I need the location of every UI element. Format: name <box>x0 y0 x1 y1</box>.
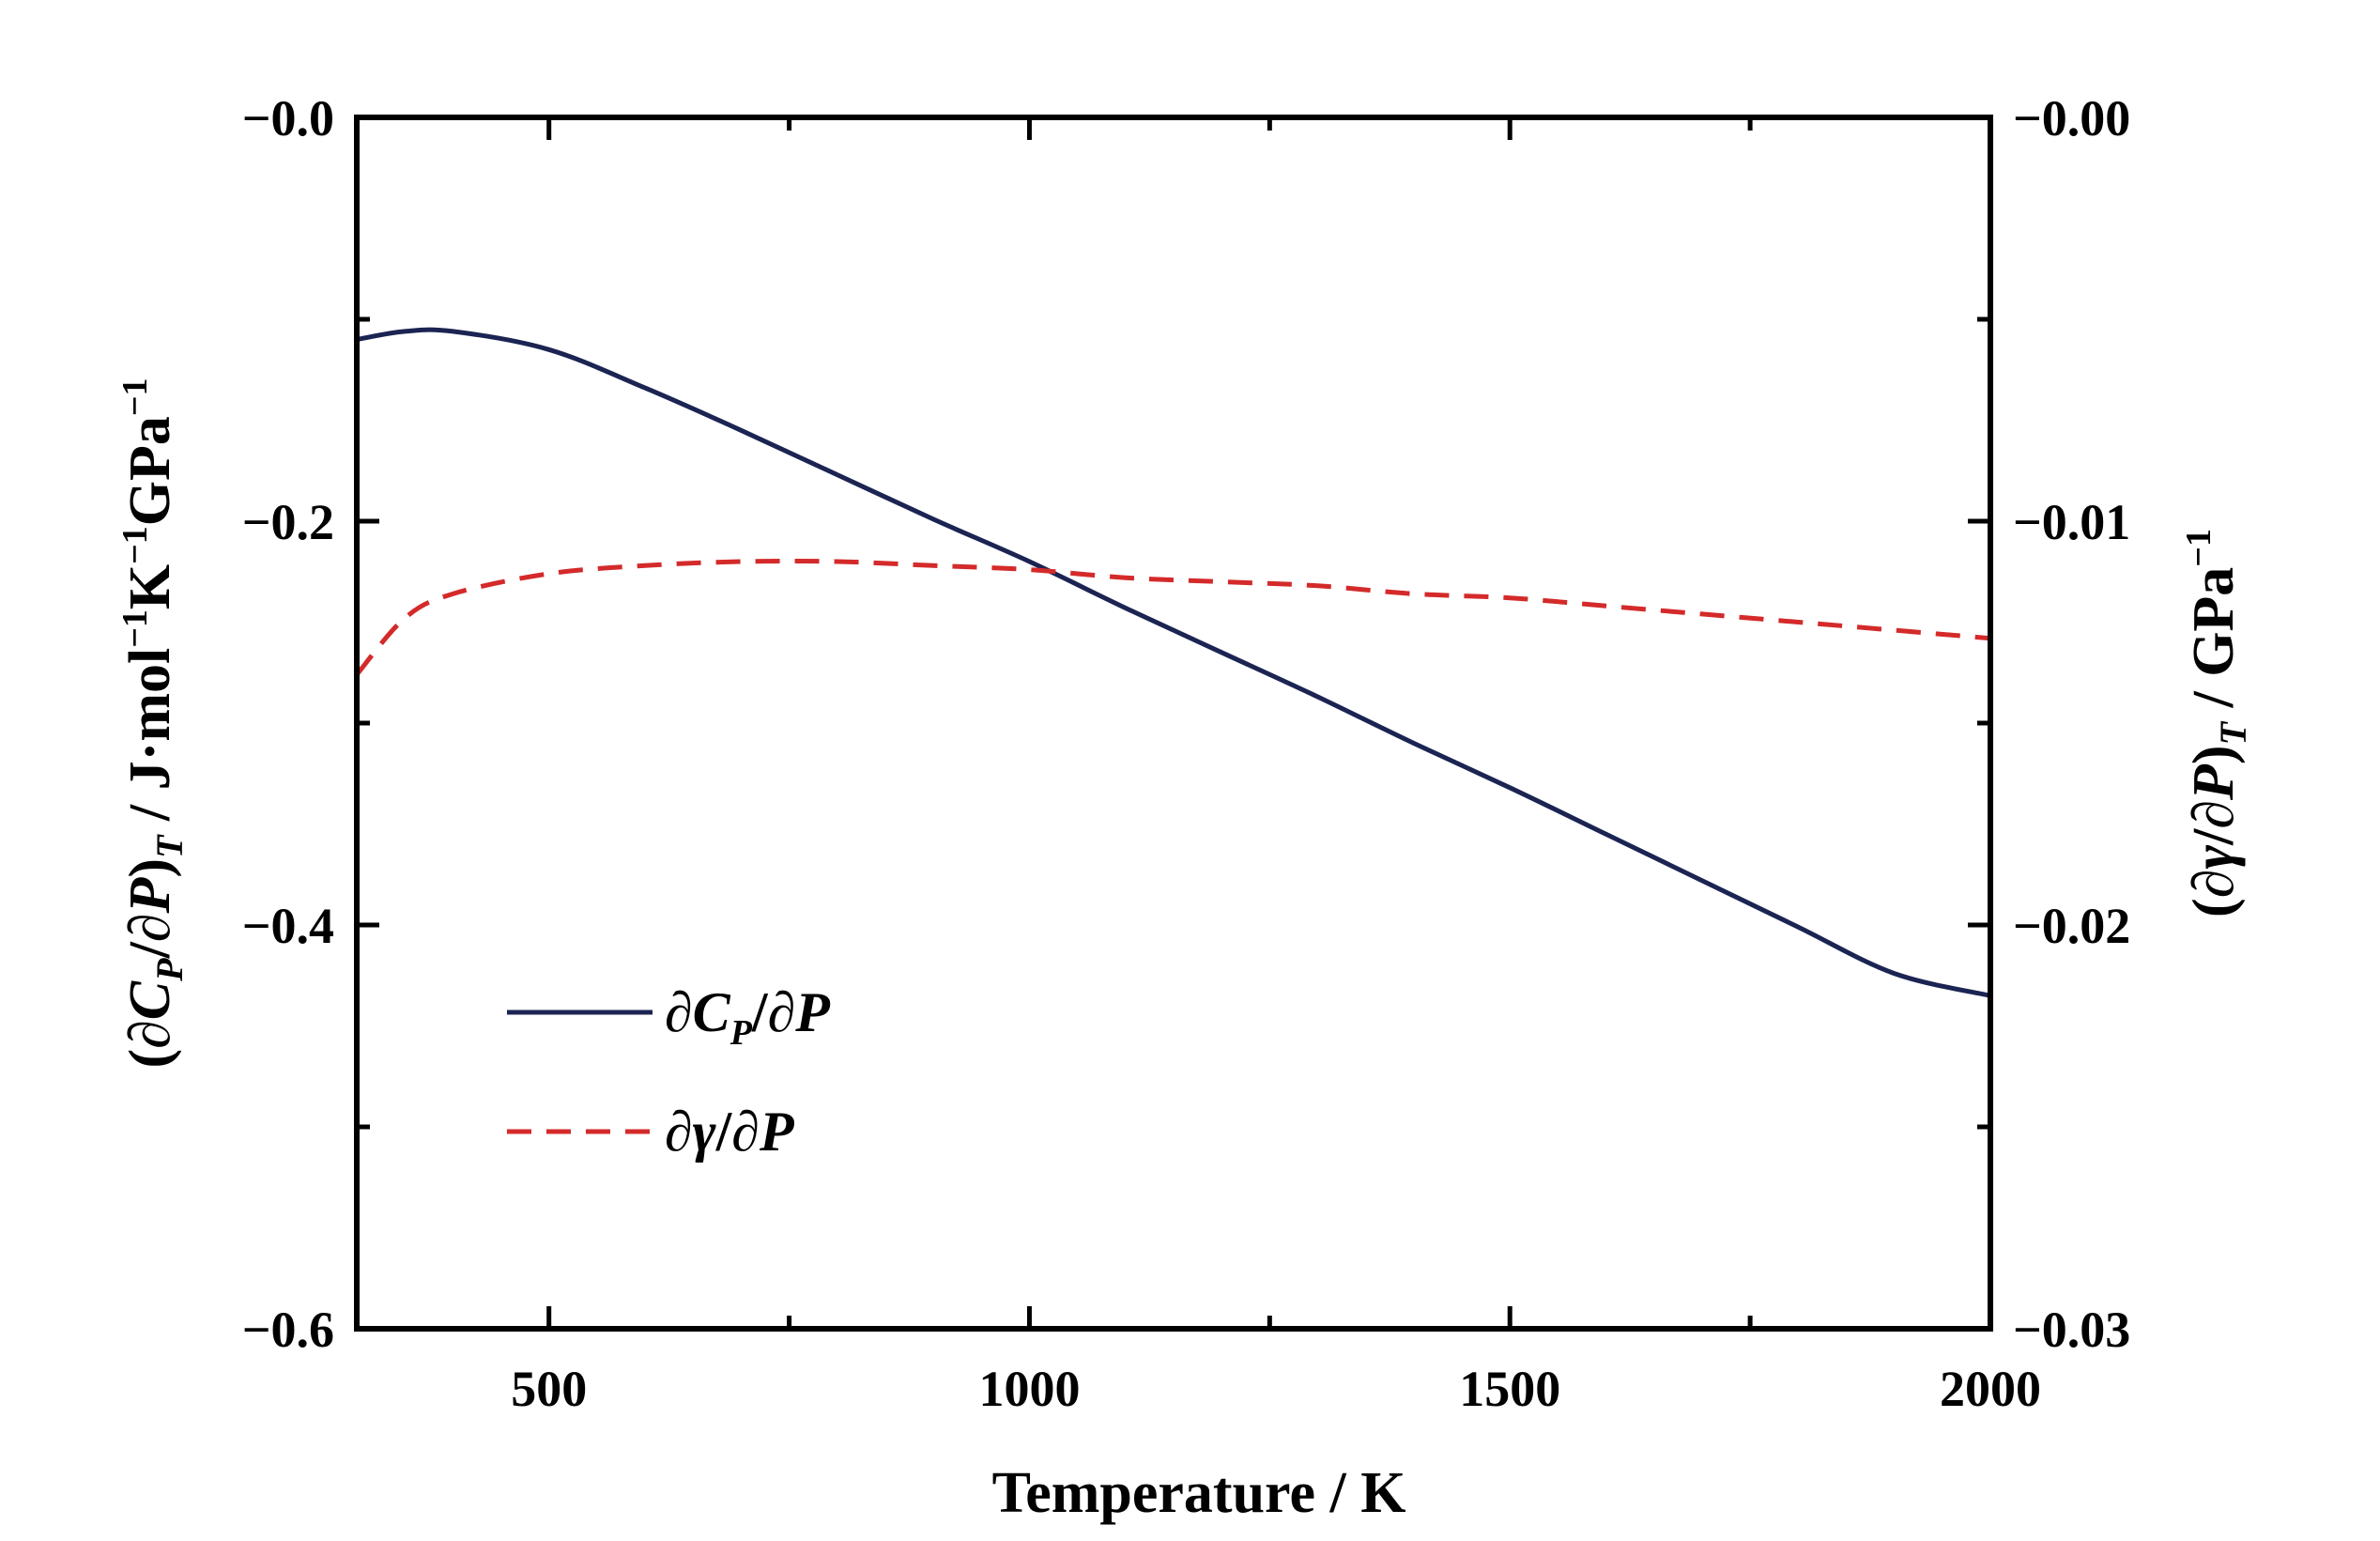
right-y-tick-label: −0.03 <box>2013 1302 2130 1358</box>
x-tick-label: 1000 <box>978 1361 1080 1417</box>
right-y-tick-label: −0.02 <box>2013 898 2130 954</box>
left-y-tick-label: −0.4 <box>242 898 334 954</box>
series-line-dgamma-dp <box>355 558 1991 677</box>
left-y-tick-label: −0.6 <box>242 1302 334 1358</box>
x-tick-label: 1500 <box>1459 1361 1560 1417</box>
legend: ∂CP/∂P ∂γ/∂P <box>507 981 831 1163</box>
x-tick-label: 2000 <box>1940 1361 2041 1417</box>
right-y-tick-label: −0.00 <box>2013 90 2130 146</box>
plot-frame <box>354 115 1993 1332</box>
right-y-tick-label: −0.01 <box>2013 494 2130 550</box>
right-axis-title: (∂γ/∂P)T / GPa−1 <box>2179 529 2254 917</box>
left-y-tick-label: −0.2 <box>242 494 334 550</box>
left-y-tick-label: −0.0 <box>242 90 334 146</box>
legend-label-dgamma-dp: ∂γ/∂P <box>665 1101 795 1163</box>
series-line-dcp-dp <box>356 327 1991 998</box>
x-tick-label: 500 <box>511 1361 587 1417</box>
x-axis-title: Temperature / K <box>992 1461 1406 1525</box>
legend-label-dcp-dp: ∂CP/∂P <box>665 981 831 1053</box>
left-axis-title: (∂CP/∂P)T / J·mol−1K−1GPa−1 <box>115 378 191 1068</box>
